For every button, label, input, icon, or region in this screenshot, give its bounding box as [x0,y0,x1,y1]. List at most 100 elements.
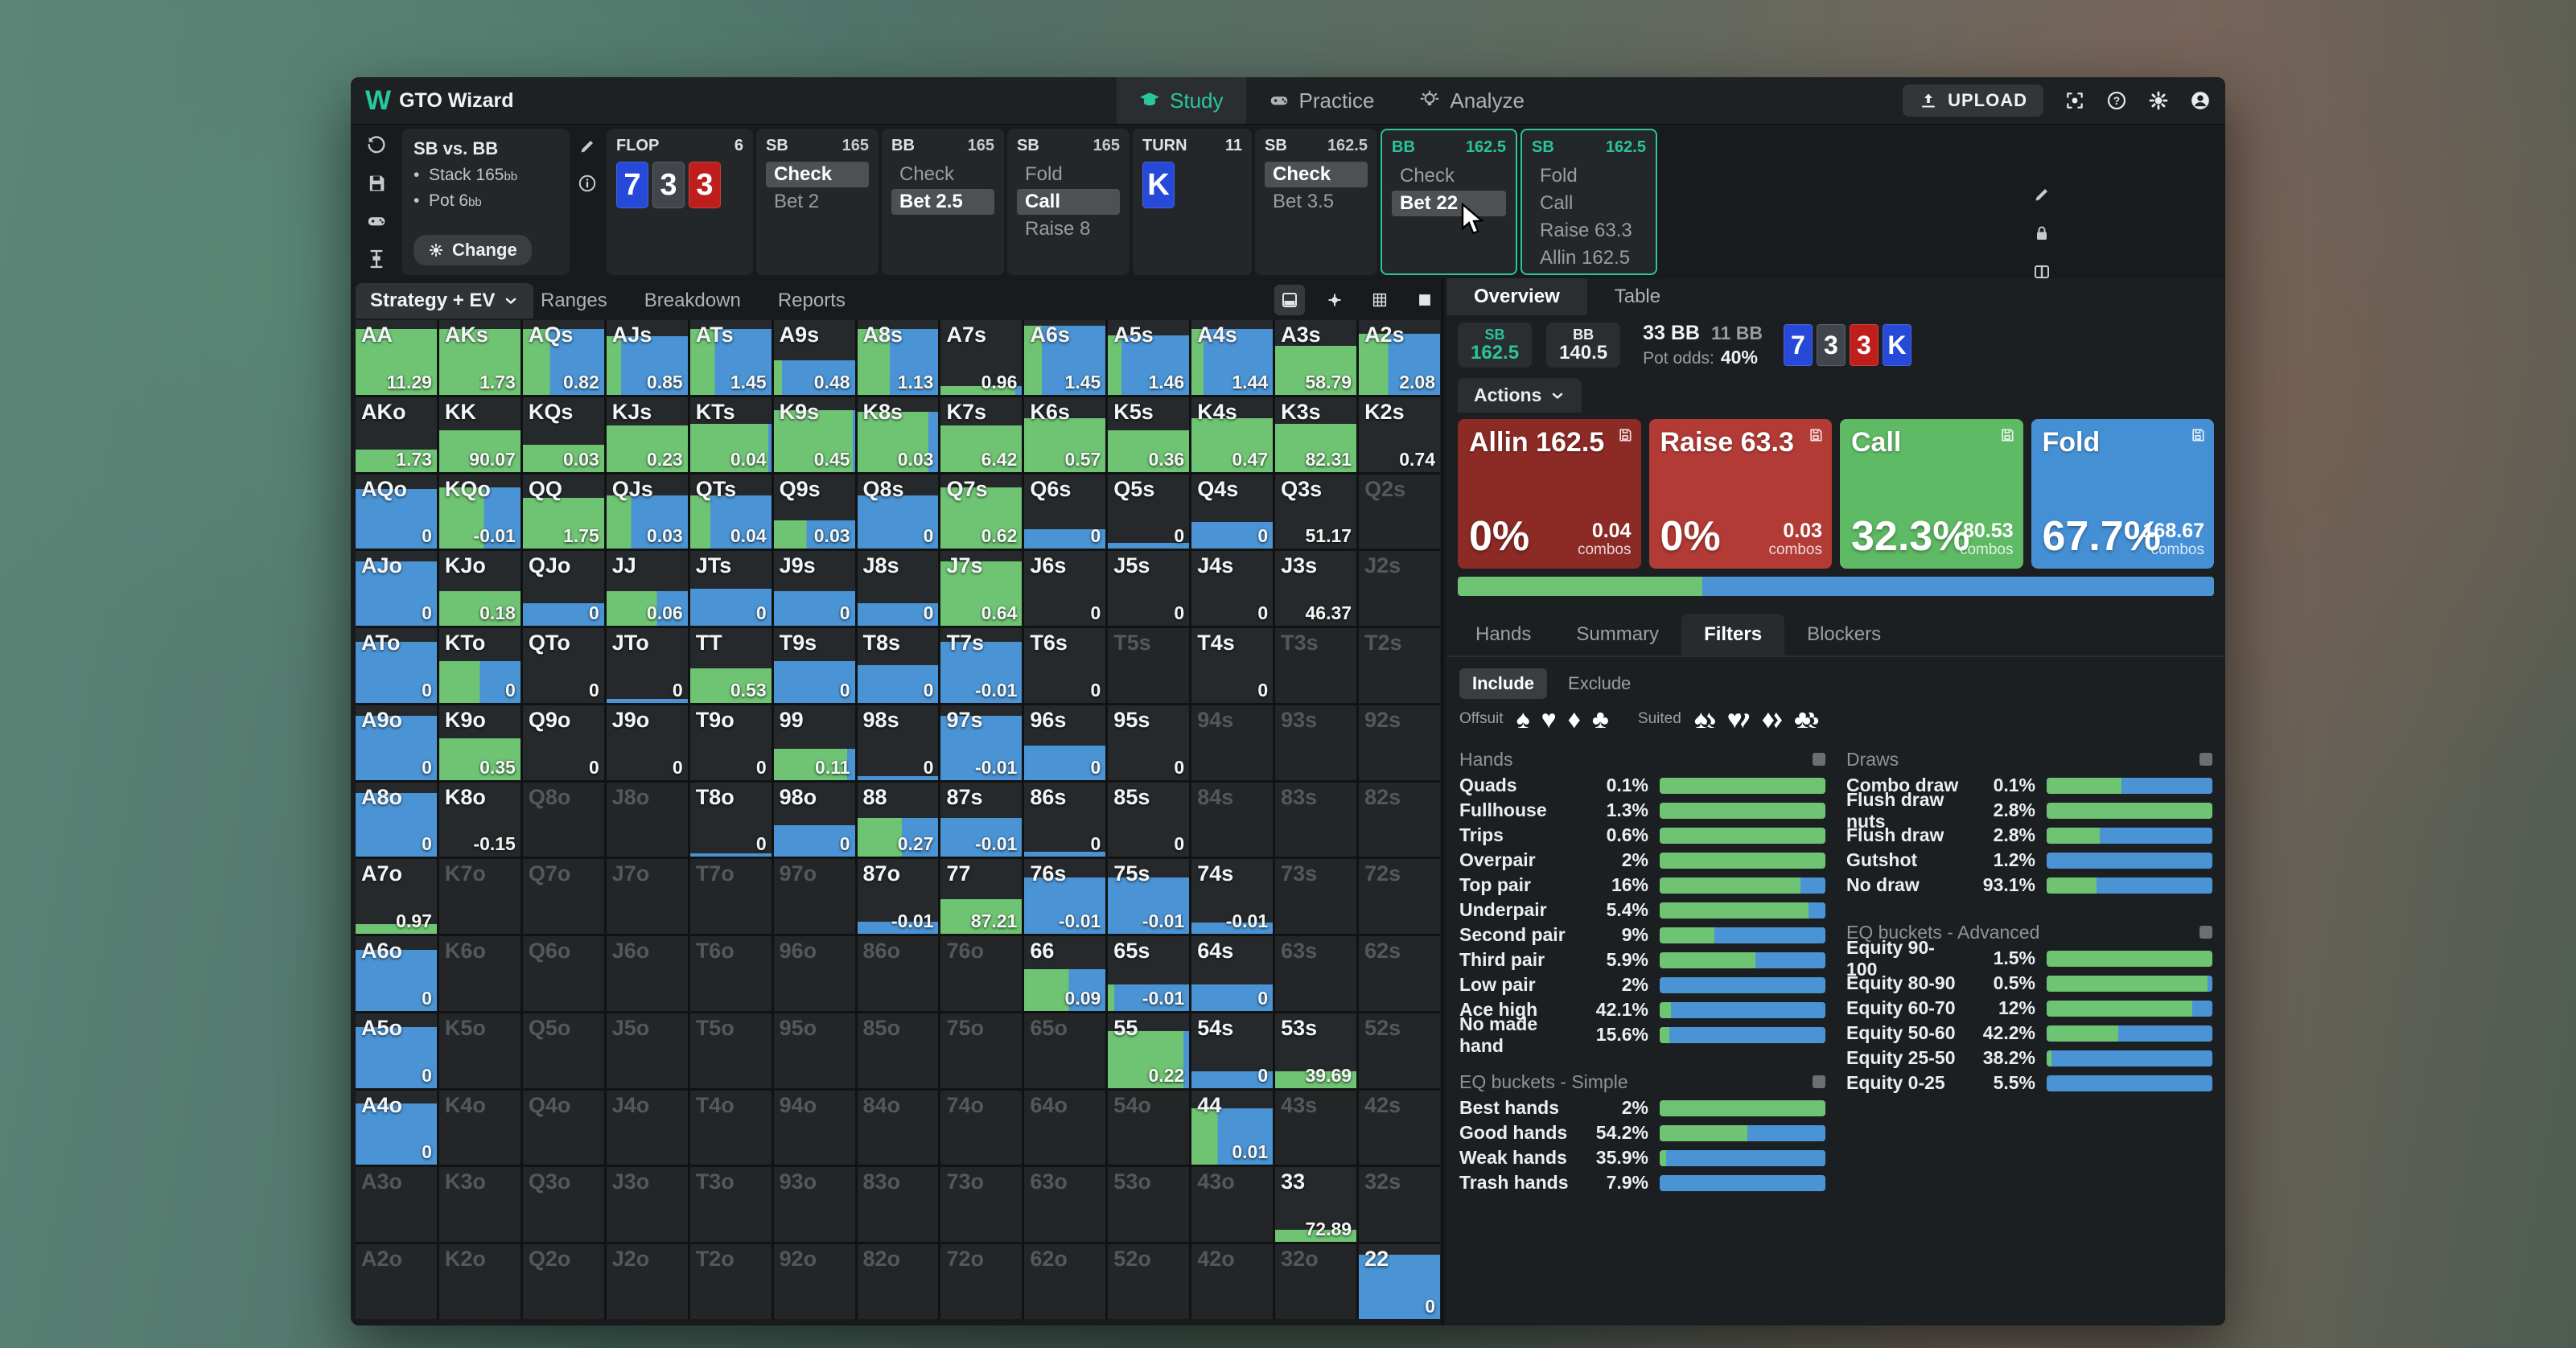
matrix-cell-QTo[interactable]: QTo 0 [522,628,604,703]
matrix-cell-42s[interactable]: 42s [1359,1090,1440,1165]
section-options-icon[interactable] [1813,1075,1825,1088]
matrix-cell-Q2o[interactable]: Q2o [522,1244,604,1319]
matrix-cell-Q7s[interactable]: Q7s 0.62 [940,474,1023,549]
matrix-cell-QJo[interactable]: QJo 0 [522,551,604,627]
filter-tab-blockers[interactable]: Blockers [1807,623,1882,645]
tab-table[interactable]: Table [1614,286,1661,307]
scan-icon[interactable] [2064,90,2085,111]
matrix-cell-J9s[interactable]: J9s 0 [773,551,855,627]
nav-tab-study[interactable]: Study [1117,77,1246,124]
upload-button[interactable]: UPLOAD [1903,84,2043,117]
history-action-bet-22[interactable]: Bet 22 [1392,191,1506,216]
matrix-cell-Q4s[interactable]: Q4s 0 [1191,474,1274,549]
history-action-fold[interactable]: Fold [1540,165,1578,187]
matrix-cell-65o[interactable]: 65o [1024,1013,1106,1088]
matrix-cell-32s[interactable]: 32s [1359,1167,1440,1243]
matrix-cell-A5o[interactable]: A5o 0 [356,1013,437,1088]
matrix-cell-T2s[interactable]: T2s [1359,628,1440,703]
matrix-cell-83o[interactable]: 83o [857,1167,939,1243]
section-options-icon[interactable] [1813,753,1825,766]
matrix-cell-K3o[interactable]: K3o [438,1167,521,1243]
suited-club-icon[interactable]: ♣ [1794,705,1812,734]
matrix-cell-T6o[interactable]: T6o [689,936,772,1011]
matrix-cell-76s[interactable]: 76s -0.01 [1024,859,1106,935]
matrix-cell-QQ[interactable]: QQ 1.75 [522,474,604,549]
square-view-icon[interactable] [1409,285,1440,315]
action-card-fold[interactable]: Fold 67.7% 168.67 combos [2031,419,2214,569]
matrix-cell-K9o[interactable]: K9o 0.35 [438,705,521,780]
matrix-cell-A6s[interactable]: A6s 1.45 [1024,320,1106,395]
matrix-cell-97s[interactable]: 97s -0.01 [940,705,1023,780]
matrix-cell-Q8o[interactable]: Q8o [522,782,604,857]
matrix-cell-54s[interactable]: 54s 0 [1191,1013,1274,1088]
history-action-allin-162-5[interactable]: Allin 162.5 [1540,247,1631,269]
matrix-cell-A9o[interactable]: A9o 0 [356,705,437,780]
matrix-cell-KJs[interactable]: KJs 0.23 [606,397,688,472]
matrix-cell-T9o[interactable]: T9o 0 [689,705,772,780]
section-options-icon[interactable] [2199,753,2212,766]
toggle-exclude[interactable]: Exclude [1568,673,1632,693]
matrix-cell-K5o[interactable]: K5o [438,1013,521,1088]
matrix-cell-KTs[interactable]: KTs 0.04 [689,397,772,472]
matrix-cell-K6s[interactable]: K6s 0.57 [1024,397,1106,472]
save-small-icon[interactable] [1808,427,1824,443]
matrix-cell-53s[interactable]: 53s 39.69 [1275,1013,1357,1088]
matrix-cell-K7s[interactable]: K7s 6.42 [940,397,1023,472]
action-card-raise-63-3[interactable]: Raise 63.3 0% 0.03 combos [1648,419,1832,569]
matrix-cell-AKo[interactable]: AKo 1.73 [356,397,437,472]
compare-icon[interactable] [2032,262,2051,282]
save-small-icon[interactable] [2190,427,2206,443]
matrix-cell-87o[interactable]: 87o -0.01 [857,859,939,935]
dot-view-icon[interactable] [1319,285,1350,315]
matrix-cell-Q3s[interactable]: Q3s 51.17 [1275,474,1357,549]
history-action-bet-2-5[interactable]: Bet 2.5 [891,189,994,215]
matrix-cell-96o[interactable]: 96o [773,936,855,1011]
matrix-cell-K5s[interactable]: K5s 0.36 [1108,397,1190,472]
matrix-cell-T9s[interactable]: T9s 0 [773,628,855,703]
matrix-cell-K4o[interactable]: K4o [438,1090,521,1165]
matrix-cell-53o[interactable]: 53o [1108,1167,1190,1243]
matrix-cell-K7o[interactable]: K7o [438,859,521,935]
matrix-cell-99[interactable]: 99 0.11 [773,705,855,780]
matrix-cell-92s[interactable]: 92s [1359,705,1440,780]
suited-spade-icon[interactable]: ♠ [1693,705,1708,734]
save-icon[interactable] [365,172,388,195]
matrix-cell-65s[interactable]: 65s -0.01 [1108,936,1190,1011]
player-chip-bb[interactable]: BB 140.5 [1546,323,1621,368]
matrix-cell-74s[interactable]: 74s -0.01 [1191,859,1274,935]
matrix-tab-reports[interactable]: Reports [777,290,846,311]
history-action-check[interactable]: Check [766,162,869,187]
edit-icon[interactable] [2032,185,2051,204]
history-action-check[interactable]: Check [1400,165,1455,187]
matrix-cell-T2o[interactable]: T2o [689,1244,772,1319]
matrix-cell-Q5s[interactable]: Q5s 0 [1108,474,1190,549]
history-action-bet-3-5[interactable]: Bet 3.5 [1273,191,1335,212]
filter-tab-filters[interactable]: Filters [1681,614,1785,656]
lock-icon[interactable] [2032,224,2051,243]
matrix-cell-AJs[interactable]: AJs 0.85 [606,320,688,395]
matrix-cell-62o[interactable]: 62o [1024,1244,1106,1319]
matrix-cell-T7o[interactable]: T7o [689,859,772,935]
matrix-cell-J2s[interactable]: J2s [1359,551,1440,627]
matrix-cell-73s[interactable]: 73s [1275,859,1357,935]
matrix-cell-22[interactable]: 22 0 [1359,1244,1440,1319]
matrix-cell-K6o[interactable]: K6o [438,936,521,1011]
strategy-ev-dropdown[interactable]: Strategy + EV [356,283,534,319]
matrix-cell-77[interactable]: 77 87.21 [940,859,1023,935]
matrix-cell-JTs[interactable]: JTs 0 [689,551,772,627]
matrix-cell-95o[interactable]: 95o [773,1013,855,1088]
matrix-cell-K3s[interactable]: K3s 82.31 [1275,397,1357,472]
matrix-cell-KQo[interactable]: KQo -0.01 [438,474,521,549]
matrix-cell-A6o[interactable]: A6o 0 [356,936,437,1011]
matrix-cell-93s[interactable]: 93s [1275,705,1357,780]
matrix-cell-T5o[interactable]: T5o [689,1013,772,1088]
matrix-cell-32o[interactable]: 32o [1275,1244,1357,1319]
suited-diamond-icon[interactable]: ♦ [1761,705,1776,734]
matrix-cell-T4o[interactable]: T4o [689,1090,772,1165]
matrix-cell-66[interactable]: 66 0.09 [1024,936,1106,1011]
matrix-cell-52o[interactable]: 52o [1108,1244,1190,1319]
matrix-cell-K2o[interactable]: K2o [438,1244,521,1319]
matrix-cell-ATs[interactable]: ATs 1.45 [689,320,772,395]
matrix-cell-TT[interactable]: TT 0.53 [689,628,772,703]
filter-tab-summary[interactable]: Summary [1576,623,1660,645]
